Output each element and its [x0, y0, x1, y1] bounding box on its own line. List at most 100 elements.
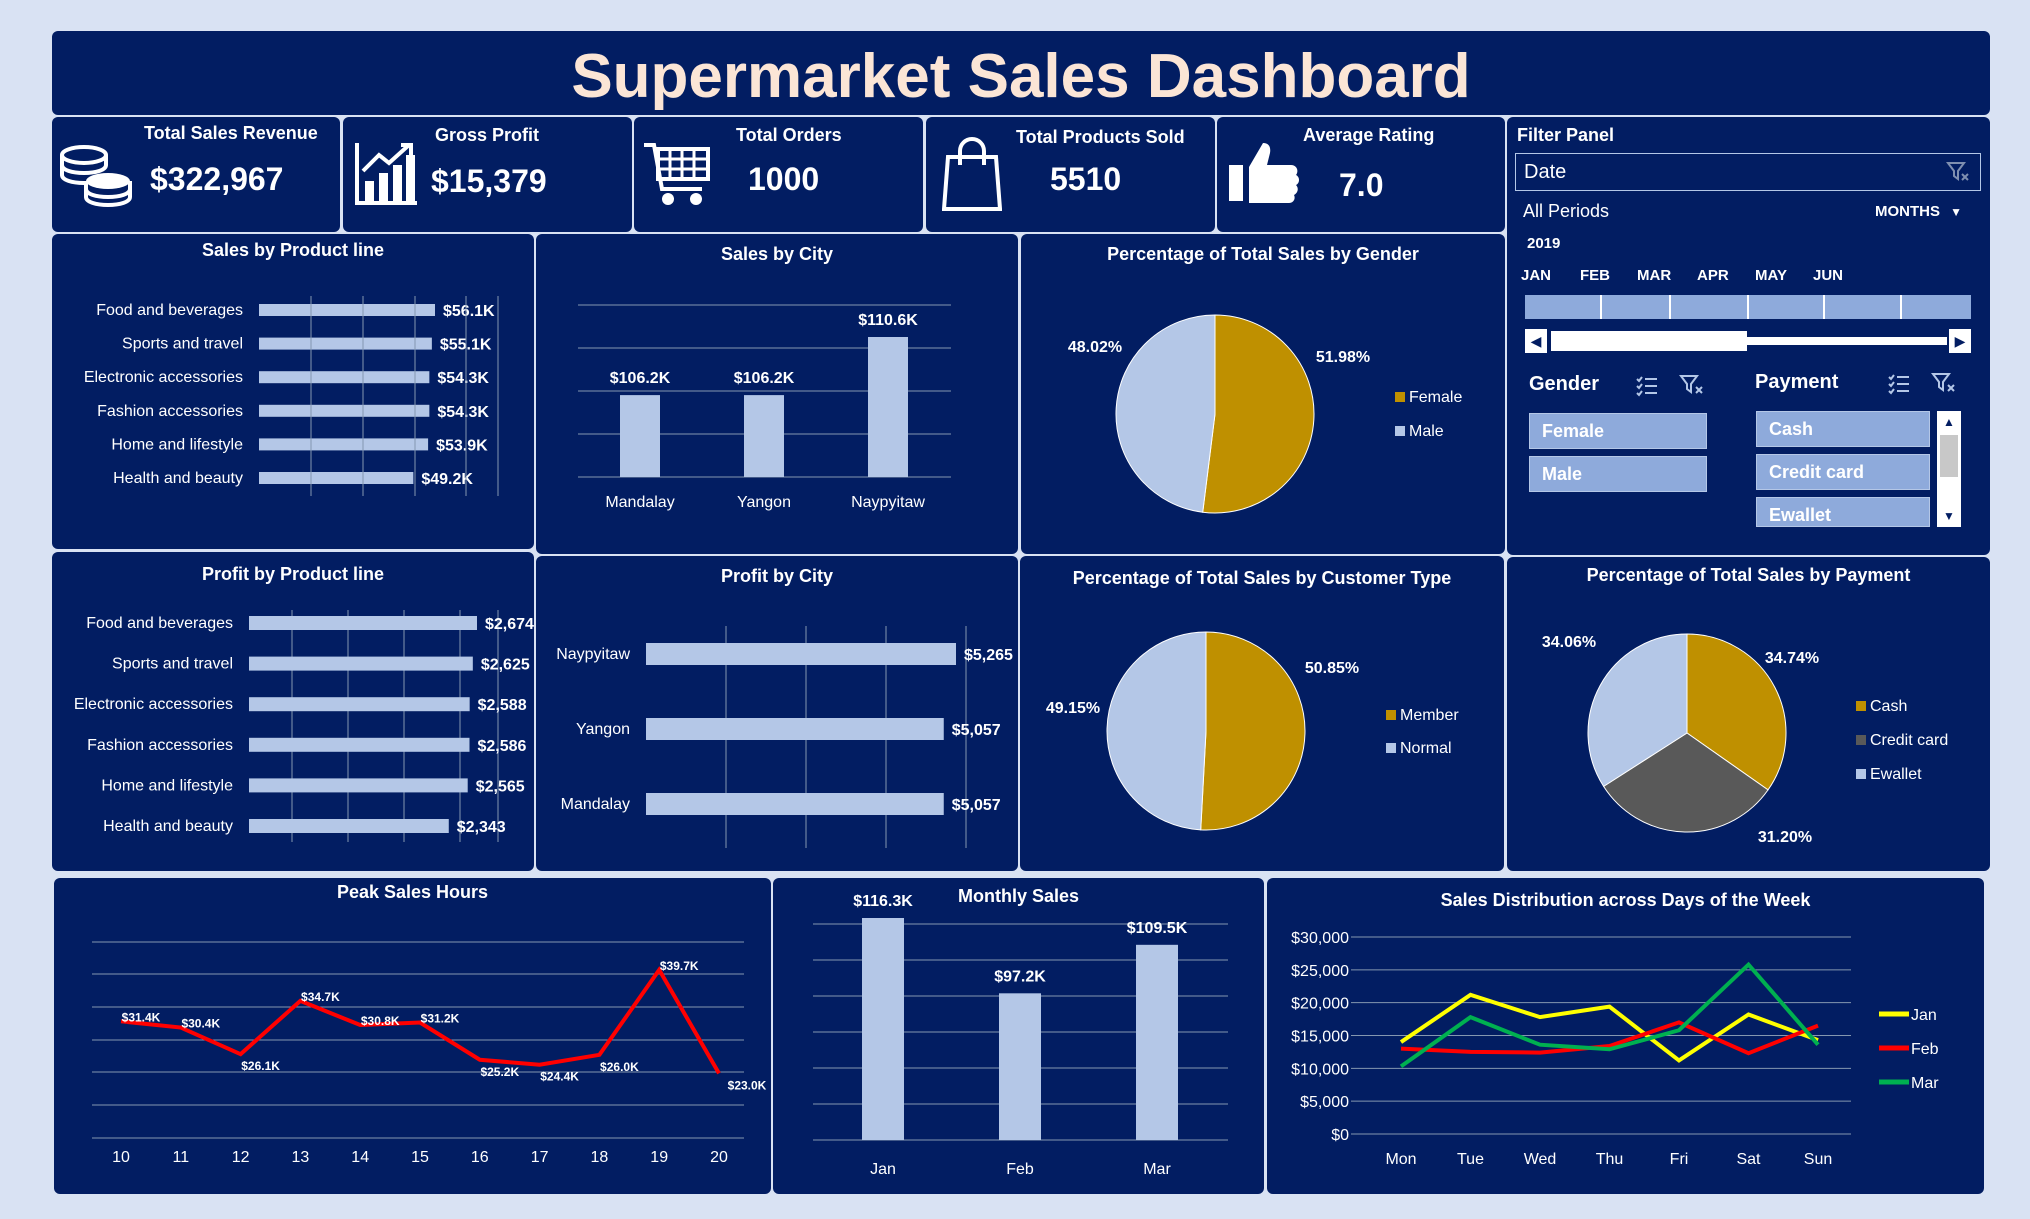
- payment-option-ewallet[interactable]: Ewallet: [1756, 497, 1930, 527]
- chart-title: Peak Sales Hours: [336, 882, 489, 902]
- data-label: $56.1K: [443, 303, 495, 320]
- months-dropdown[interactable]: MONTHS ▼: [1875, 203, 1962, 220]
- data-label: $26.0K: [600, 1060, 639, 1074]
- legend-label: Normal: [1400, 740, 1452, 757]
- kpi-value: 1000: [748, 161, 820, 197]
- timeline-bar[interactable]: [1525, 295, 1971, 319]
- scroll-thumb[interactable]: [1940, 435, 1958, 477]
- sales-by-city-panel: Sales by City $106.2K Mandalay $106.2K Yang…: [536, 234, 1018, 554]
- bar: [249, 778, 468, 793]
- multi-select-icon[interactable]: [1887, 373, 1911, 395]
- payment-option-cash[interactable]: Cash: [1756, 411, 1930, 447]
- legend-label: Mar: [1911, 1075, 1939, 1092]
- timeline-month-label[interactable]: FEB: [1580, 267, 1610, 284]
- bar: [259, 472, 414, 484]
- series-line: [1399, 992, 1819, 1063]
- timeline-month-label[interactable]: MAR: [1637, 267, 1672, 284]
- gender-pie-panel: Percentage of Total Sales by Gender 51.9…: [1021, 234, 1505, 554]
- x-tick-label: 14: [351, 1149, 369, 1166]
- peak-hours-panel: Peak Sales Hours $31.4K 10 $30.4K 11 $26.1K 1…: [54, 878, 771, 1194]
- scroll-thumb[interactable]: [1551, 331, 1747, 351]
- scroll-left-icon[interactable]: ◀: [1525, 329, 1547, 353]
- payment-slicer-label: Payment: [1755, 371, 1839, 393]
- series-line: [1400, 1020, 1819, 1056]
- pie-slice: [1200, 631, 1306, 831]
- customer-type-pie-chart: 50.85% 49.15% Member Normal: [1046, 631, 1459, 831]
- y-tick-label: $10,000: [1291, 1061, 1349, 1078]
- x-tick-label: 10: [112, 1149, 130, 1166]
- kpi-value: 5510: [1050, 161, 1122, 197]
- peak-hours-chart: $31.4K 10 $30.4K 11 $26.1K 12 $34.7K 13 $30.8K 14…: [92, 941, 767, 1166]
- bar-chart-icon: [355, 143, 417, 205]
- timeline-scrollbar[interactable]: ◀ ▶: [1525, 329, 1971, 353]
- bar: [249, 656, 473, 671]
- data-label: $109.5K: [1127, 920, 1188, 937]
- kpi-label: Total Orders: [736, 125, 842, 145]
- profit-by-city-panel: Profit by City Naypyitaw $5,265 Yangon $5,0…: [536, 556, 1018, 871]
- category-label: Mandalay: [605, 494, 674, 511]
- bar: [744, 395, 784, 477]
- shopping-cart-icon: [644, 143, 710, 205]
- data-label: $2,565: [476, 778, 525, 795]
- legend-label: Feb: [1911, 1041, 1939, 1058]
- bar: [259, 438, 429, 451]
- x-tick-label: 15: [411, 1149, 429, 1166]
- scroll-up-icon[interactable]: ▲: [1943, 415, 1955, 429]
- x-tick-label: Tue: [1457, 1151, 1484, 1168]
- data-label: $31.4K: [122, 1010, 161, 1024]
- chart-title: Profit by Product line: [201, 564, 384, 584]
- legend-swatch: [1856, 769, 1866, 779]
- chart-title: Percentage of Total Sales by Customer Ty…: [1072, 568, 1452, 588]
- bar: [249, 616, 477, 630]
- data-label: $2,343: [457, 819, 506, 836]
- data-label: $106.2K: [610, 370, 671, 387]
- data-label: $5,057: [952, 722, 1001, 739]
- scroll-right-icon[interactable]: ▶: [1949, 329, 1971, 353]
- category-label: Mandalay: [561, 796, 630, 813]
- gender-option-male[interactable]: Male: [1529, 456, 1707, 492]
- legend-label: Credit card: [1870, 732, 1948, 749]
- days-of-week-panel: Sales Distribution across Days of the We…: [1267, 878, 1984, 1194]
- data-label: $23.0K: [728, 1078, 767, 1092]
- x-tick-label: 13: [292, 1149, 310, 1166]
- data-label: $24.4K: [540, 1070, 579, 1084]
- legend-label: Male: [1409, 423, 1444, 440]
- clear-filter-icon[interactable]: [1931, 371, 1957, 395]
- category-label: Electronic accessories: [84, 369, 243, 386]
- clear-filter-icon[interactable]: [1946, 160, 1970, 184]
- timeline-month-label[interactable]: MAY: [1755, 267, 1787, 284]
- timeline-month-label[interactable]: JAN: [1521, 267, 1552, 284]
- gender-option-female[interactable]: Female: [1529, 413, 1707, 449]
- category-label: Sports and travel: [122, 336, 243, 353]
- thumbs-up-icon: [1229, 143, 1299, 203]
- timeline-months: JAN FEB MAR APR MAY JUN: [1507, 267, 1990, 287]
- date-label: Date: [1524, 161, 1567, 183]
- kpi-value: $15,379: [431, 163, 547, 199]
- slicer-scrollbar[interactable]: ▲ ▼: [1937, 411, 1961, 527]
- data-label: $25.2K: [480, 1065, 519, 1079]
- payment-option-credit-card[interactable]: Credit card: [1756, 454, 1930, 490]
- profit-by-product-panel: Profit by Product line Food and beverage…: [52, 552, 534, 871]
- scroll-down-icon[interactable]: ▼: [1943, 509, 1955, 523]
- chart-title: Sales by City: [720, 244, 834, 264]
- timeline-month-label[interactable]: JUN: [1813, 267, 1844, 284]
- multi-select-icon[interactable]: [1635, 375, 1659, 397]
- legend-label: Member: [1400, 707, 1459, 724]
- timeline-month-label[interactable]: APR: [1697, 267, 1729, 284]
- bar: [620, 395, 660, 477]
- data-label: $110.6K: [858, 312, 918, 329]
- sales-by-product-chart: Food and beverages $56.1K Sports and trave…: [84, 296, 499, 496]
- legend-swatch: [1386, 743, 1396, 753]
- category-label: Fashion accessories: [97, 403, 243, 420]
- category-label: Jan: [870, 1161, 896, 1178]
- chart-title: Sales Distribution across Days of the We…: [1440, 890, 1811, 910]
- date-timeline-header: Date: [1515, 153, 1981, 191]
- kpi-value: 7.0: [1339, 167, 1384, 203]
- data-label: $54.3K: [437, 404, 489, 421]
- data-label: $34.7K: [301, 990, 340, 1004]
- y-tick-label: $30,000: [1291, 930, 1349, 947]
- category-label: Food and beverages: [96, 302, 243, 319]
- clear-filter-icon[interactable]: [1679, 373, 1705, 397]
- category-label: Health and beauty: [113, 470, 243, 487]
- bar: [249, 819, 449, 833]
